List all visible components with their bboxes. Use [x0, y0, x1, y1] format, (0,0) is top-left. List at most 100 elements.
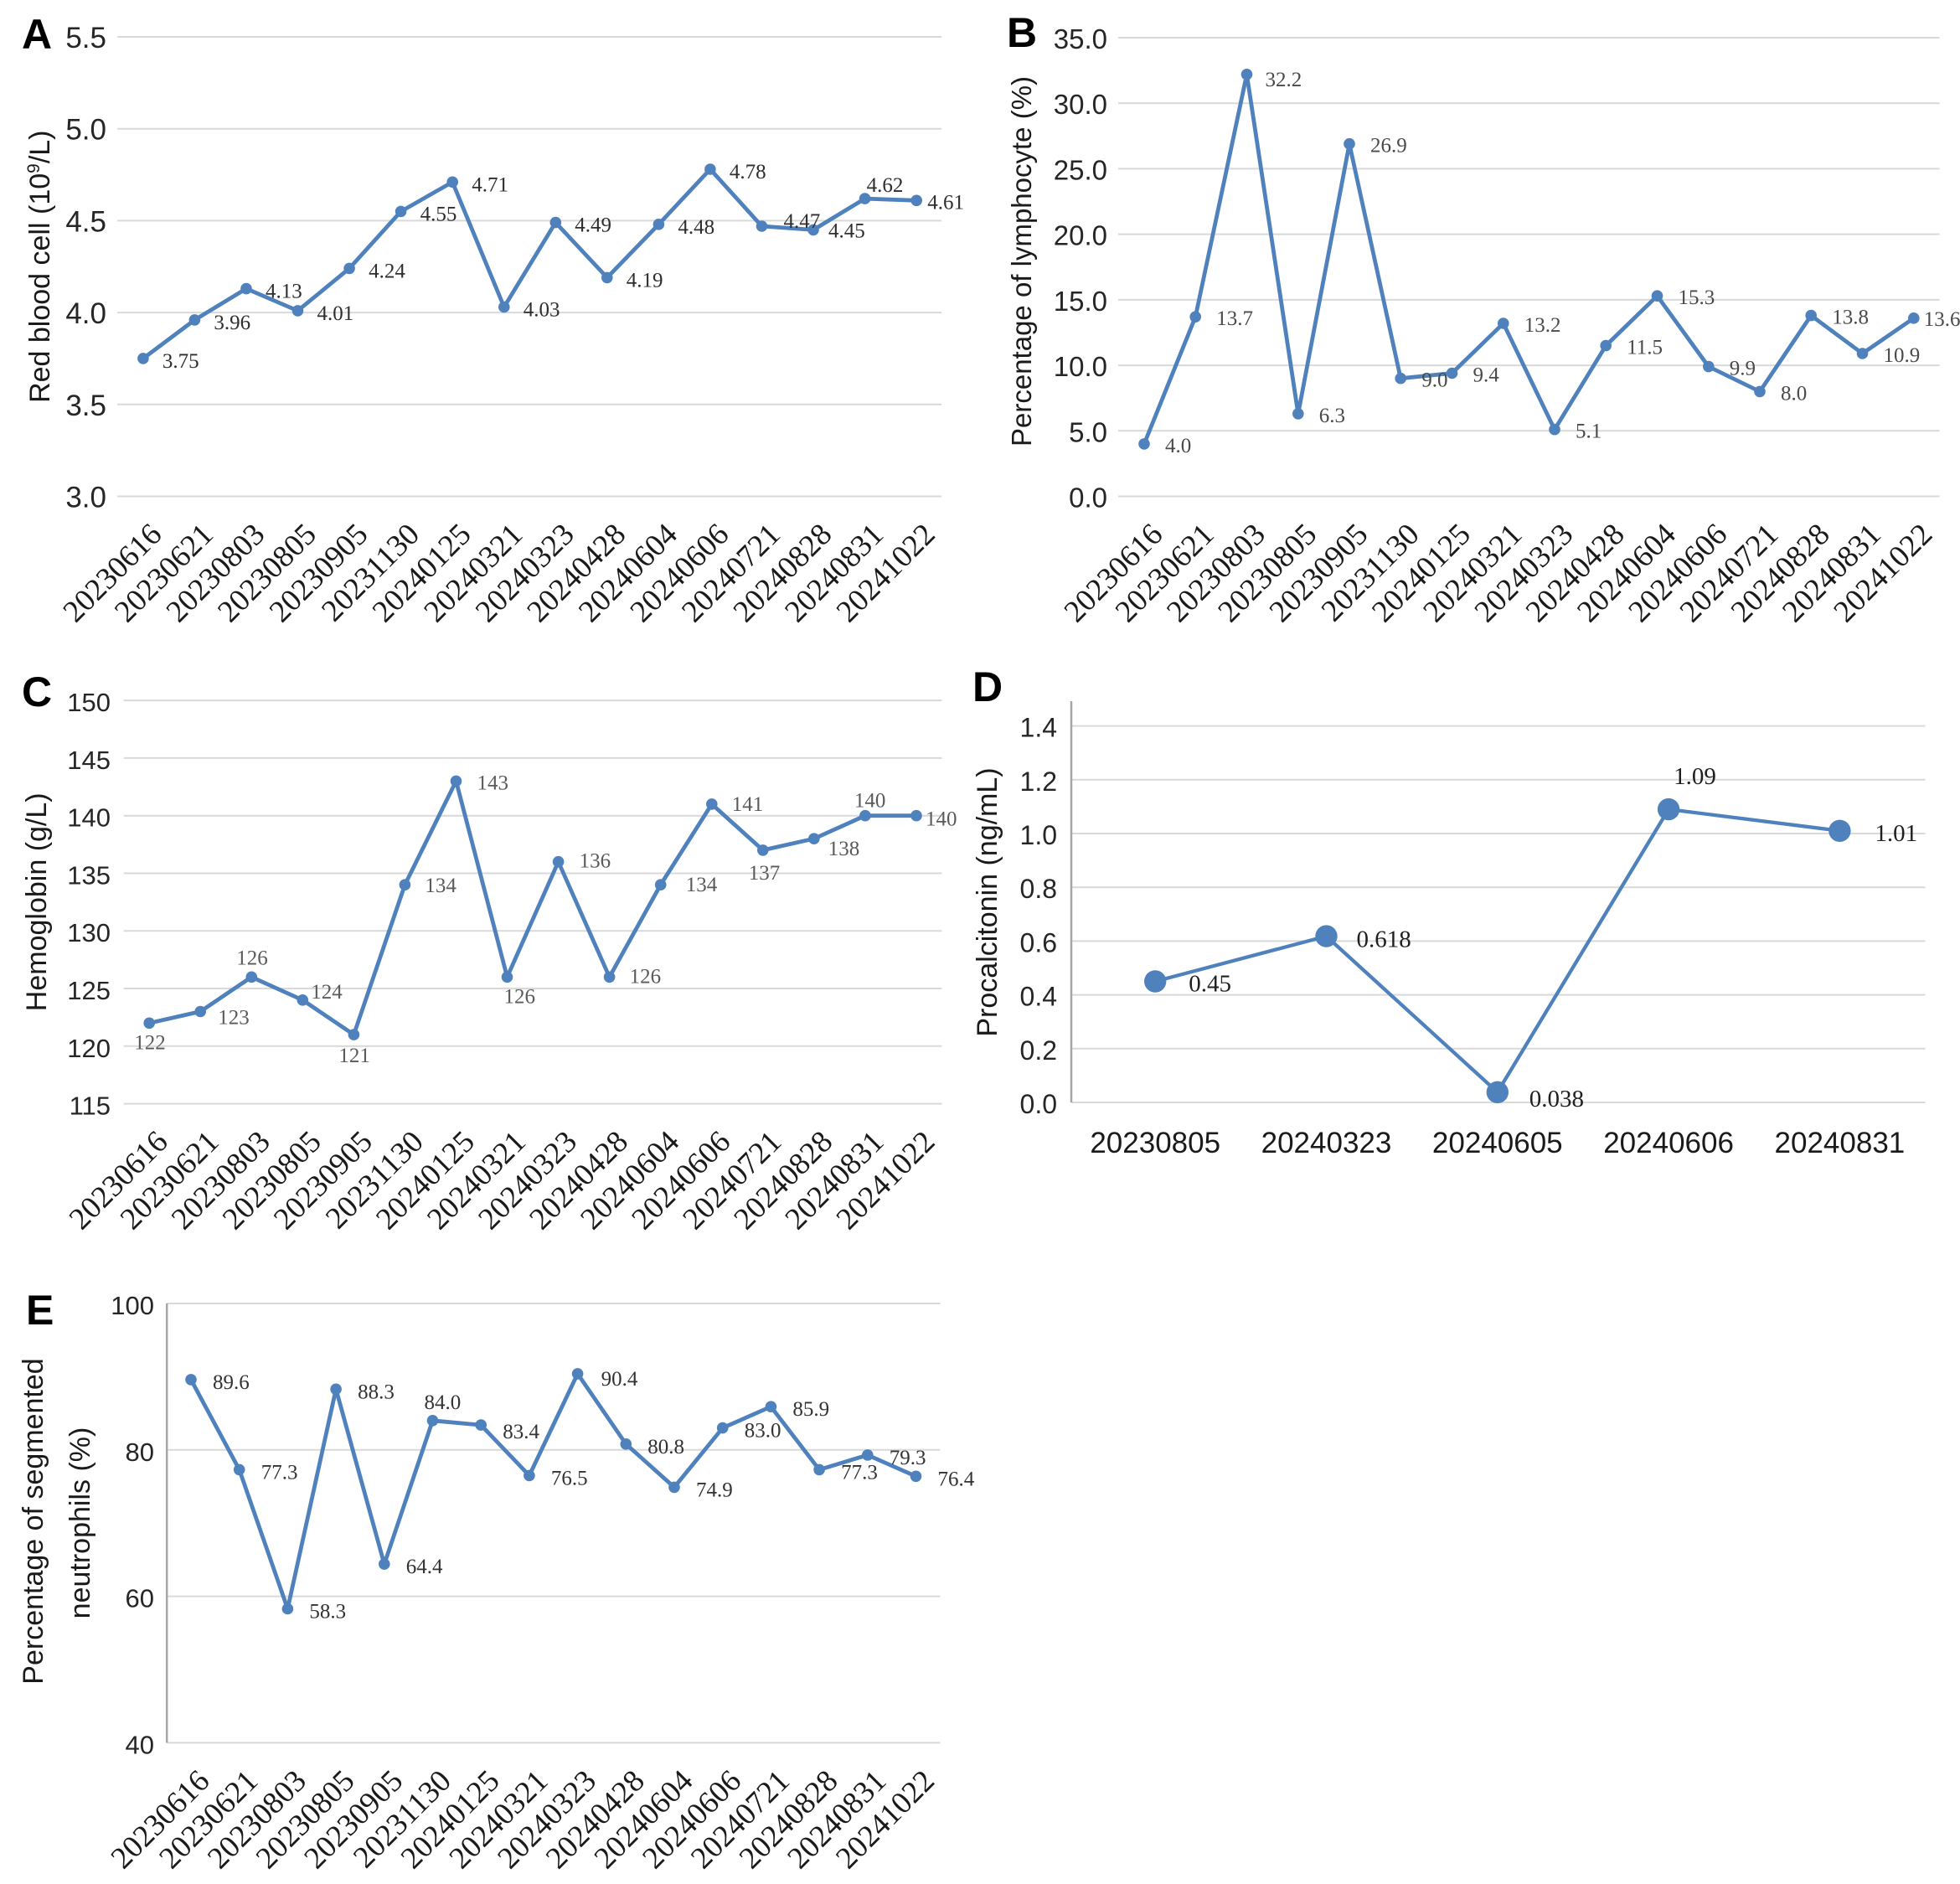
svg-text:13.6: 13.6: [1924, 308, 1960, 331]
svg-text:20240606: 20240606: [1603, 1127, 1734, 1159]
svg-text:115: 115: [70, 1092, 111, 1121]
svg-text:5.0: 5.0: [65, 114, 106, 147]
svg-text:4.48: 4.48: [678, 216, 714, 239]
svg-text:A: A: [22, 11, 52, 58]
svg-text:1.01: 1.01: [1875, 820, 1917, 847]
svg-text:Procalcitonin (ng/mL): Procalcitonin (ng/mL): [972, 767, 1003, 1036]
svg-text:3.96: 3.96: [214, 312, 250, 334]
svg-text:13.2: 13.2: [1524, 314, 1561, 337]
svg-text:Hemoglobin (g/L): Hemoglobin (g/L): [21, 792, 53, 1011]
svg-text:C: C: [22, 668, 52, 715]
svg-text:64.4: 64.4: [406, 1556, 443, 1578]
svg-text:10.9: 10.9: [1884, 344, 1921, 367]
svg-text:134: 134: [425, 875, 456, 897]
svg-text:136: 136: [580, 850, 611, 873]
svg-text:20240605: 20240605: [1432, 1127, 1563, 1159]
svg-text:74.9: 74.9: [696, 1479, 733, 1501]
svg-text:0.45: 0.45: [1189, 971, 1231, 998]
svg-text:135: 135: [67, 861, 111, 890]
svg-text:4.61: 4.61: [927, 191, 964, 214]
svg-text:0.618: 0.618: [1357, 927, 1411, 953]
svg-text:15.0: 15.0: [1054, 286, 1107, 317]
svg-text:4.13: 4.13: [266, 281, 302, 303]
svg-text:85.9: 85.9: [792, 1398, 829, 1421]
svg-text:0.6: 0.6: [1020, 927, 1057, 957]
svg-text:141: 141: [732, 793, 764, 816]
svg-text:84.0: 84.0: [425, 1391, 462, 1414]
svg-text:35.0: 35.0: [1054, 23, 1107, 54]
svg-text:1.2: 1.2: [1020, 767, 1057, 797]
svg-text:5.0: 5.0: [1069, 416, 1107, 447]
svg-text:100: 100: [111, 1291, 154, 1320]
svg-text:40: 40: [126, 1730, 154, 1759]
svg-text:4.49: 4.49: [575, 214, 611, 237]
svg-text:1.0: 1.0: [1020, 820, 1057, 850]
svg-text:143: 143: [477, 772, 509, 794]
svg-text:83.4: 83.4: [503, 1421, 539, 1443]
svg-text:125: 125: [67, 976, 111, 1005]
svg-text:77.3: 77.3: [841, 1461, 878, 1484]
svg-text:140: 140: [67, 803, 111, 833]
svg-text:Red blood cell (109​/L): Red blood cell (109​/L): [24, 130, 56, 402]
svg-text:80.8: 80.8: [647, 1436, 684, 1458]
svg-text:122: 122: [134, 1031, 166, 1054]
svg-text:1.09: 1.09: [1674, 763, 1716, 790]
svg-text:5.5: 5.5: [65, 22, 106, 54]
svg-text:30.0: 30.0: [1054, 89, 1107, 120]
svg-text:4.19: 4.19: [627, 269, 663, 292]
svg-text:126: 126: [504, 985, 536, 1008]
svg-text:77.3: 77.3: [261, 1461, 298, 1484]
svg-text:9.9: 9.9: [1730, 358, 1756, 380]
svg-text:58.3: 58.3: [309, 1601, 346, 1623]
svg-text:79.3: 79.3: [890, 1447, 926, 1469]
svg-text:126: 126: [630, 965, 662, 988]
svg-text:13.8: 13.8: [1832, 307, 1869, 329]
svg-text:76.5: 76.5: [551, 1467, 588, 1489]
svg-text:4.5: 4.5: [65, 205, 106, 238]
svg-text:20.0: 20.0: [1054, 220, 1107, 251]
svg-text:Percentage of lymphocyte (%): Percentage of lymphocyte (%): [1006, 76, 1037, 446]
svg-text:140: 140: [854, 790, 886, 813]
svg-text:20230805: 20230805: [1090, 1127, 1220, 1159]
svg-text:4.24: 4.24: [369, 260, 405, 282]
svg-text:124: 124: [311, 981, 343, 1004]
svg-text:13.7: 13.7: [1216, 307, 1253, 330]
svg-text:134: 134: [686, 874, 718, 896]
svg-text:3.75: 3.75: [162, 350, 199, 373]
svg-text:83.0: 83.0: [745, 1420, 781, 1443]
svg-text:20240831: 20240831: [1775, 1127, 1906, 1159]
svg-text:123: 123: [218, 1007, 250, 1030]
svg-text:11.5: 11.5: [1627, 337, 1663, 359]
svg-text:0.038: 0.038: [1529, 1086, 1584, 1112]
svg-text:4.0: 4.0: [65, 297, 106, 330]
svg-text:0.2: 0.2: [1020, 1035, 1057, 1066]
svg-text:26.9: 26.9: [1370, 135, 1407, 157]
svg-text:15.3: 15.3: [1679, 286, 1715, 309]
svg-text:3.0: 3.0: [65, 482, 106, 514]
svg-text:4.71: 4.71: [472, 173, 508, 196]
svg-text:6.3: 6.3: [1319, 405, 1345, 427]
svg-text:neutrophils (%): neutrophils (%): [64, 1427, 96, 1619]
svg-text:150: 150: [67, 688, 111, 717]
svg-text:140: 140: [926, 808, 957, 831]
svg-text:0.4: 0.4: [1020, 982, 1057, 1012]
svg-text:0.8: 0.8: [1020, 874, 1057, 904]
svg-text:32.2: 32.2: [1266, 69, 1302, 91]
svg-text:4.03: 4.03: [524, 299, 560, 322]
svg-text:4.0: 4.0: [1165, 435, 1191, 457]
svg-text:D: D: [972, 663, 1003, 710]
svg-text:90.4: 90.4: [601, 1368, 638, 1391]
svg-text:126: 126: [236, 947, 268, 969]
svg-text:4.45: 4.45: [828, 219, 865, 242]
svg-text:4.62: 4.62: [867, 174, 904, 197]
svg-text:88.3: 88.3: [358, 1381, 395, 1403]
svg-text:89.6: 89.6: [213, 1371, 250, 1394]
svg-text:121: 121: [338, 1045, 370, 1067]
svg-text:76.4: 76.4: [938, 1468, 975, 1490]
svg-text:80: 80: [126, 1438, 154, 1467]
svg-text:20240323: 20240323: [1261, 1127, 1392, 1159]
svg-text:3.5: 3.5: [65, 390, 106, 422]
svg-text:138: 138: [828, 838, 860, 860]
svg-text:0.0: 0.0: [1020, 1089, 1057, 1119]
svg-text:25.0: 25.0: [1054, 154, 1107, 185]
